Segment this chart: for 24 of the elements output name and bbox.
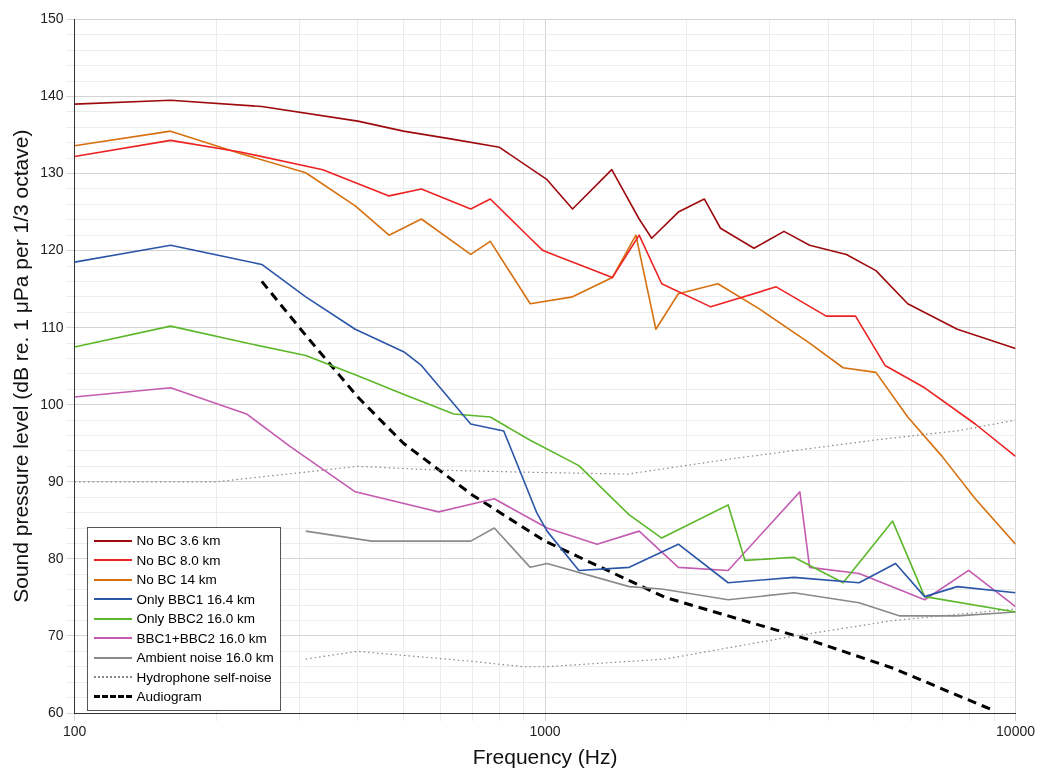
x-axis-title: Frequency (Hz) (472, 745, 618, 769)
y-axis-title: Sound pressure level (dB re. 1 μPa per 1/3 octave) (9, 129, 33, 603)
y-tick-label: 80 (47, 549, 64, 566)
x-tick-label: 10000 (996, 723, 1036, 740)
y-tick-label: 130 (40, 164, 64, 181)
legend-label: Only BBC1 16.4 km (136, 590, 256, 609)
y-tick-label: 60 (47, 703, 64, 720)
legend-label: No BC 3.6 km (136, 532, 221, 550)
legend-label: Ambient noise 16.0 km (136, 649, 274, 667)
x-tick-label: 1000 (529, 723, 561, 740)
y-tick-label: 110 (41, 318, 64, 335)
x-tick-label: 100 (62, 723, 87, 740)
legend-label: Hydrophone self-noise (136, 668, 272, 687)
y-tick-label: 100 (40, 395, 64, 412)
legend-label: No BC 14 km (136, 571, 217, 589)
legend-label: Audiogram (136, 688, 202, 706)
legend-label: BBC1+BBC2 16.0 km (136, 629, 267, 648)
y-tick-label: 120 (40, 241, 64, 258)
y-tick-label: 140 (40, 87, 64, 104)
legend-label: Only BBC2 16.0 km (136, 610, 256, 628)
y-tick-label: 150 (40, 10, 64, 27)
y-tick-label: 70 (47, 626, 64, 643)
y-tick-label: 90 (47, 472, 64, 489)
legend-label: No BC 8.0 km (136, 551, 221, 570)
